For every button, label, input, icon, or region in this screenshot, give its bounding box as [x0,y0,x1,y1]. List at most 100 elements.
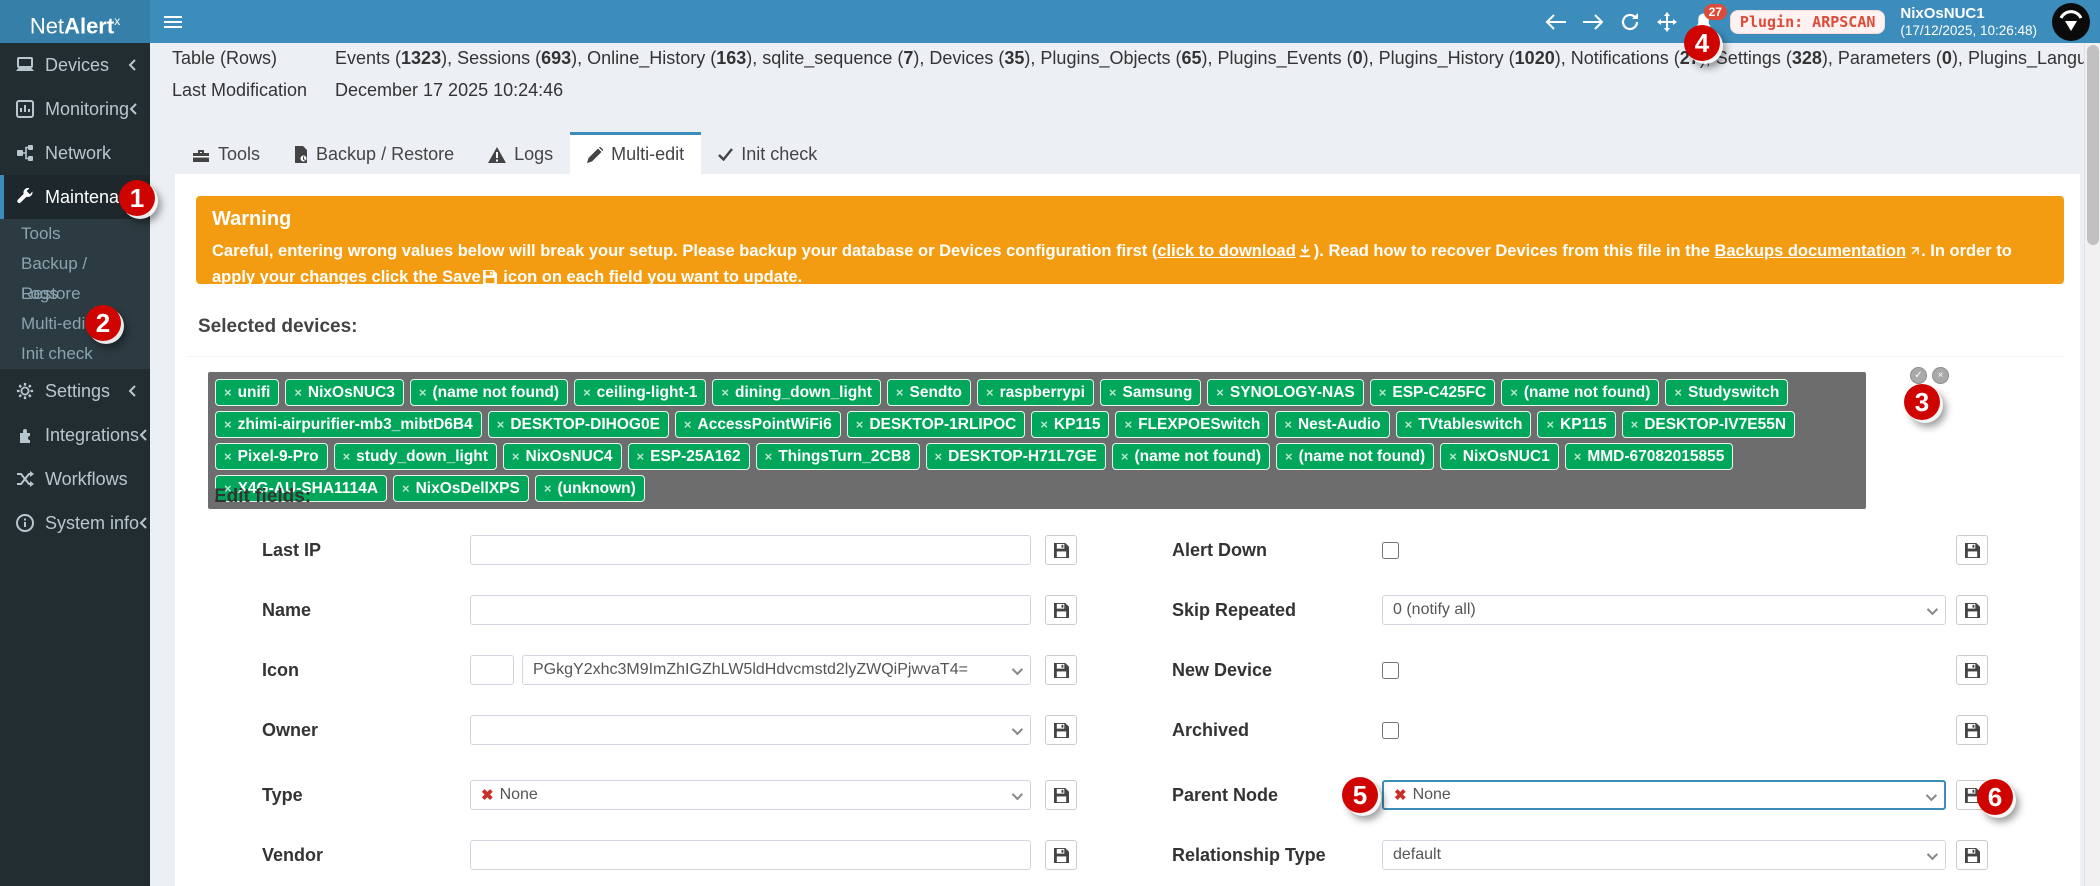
device-chip[interactable]: × KP115 [1031,411,1110,438]
remove-chip-icon[interactable]: × [583,385,591,400]
remove-chip-icon[interactable]: × [224,449,232,464]
device-chip[interactable]: × Samsung [1099,379,1202,406]
device-chip[interactable]: × ThingsTurn_2CB8 [755,443,920,470]
sidebar-item-backup-restore[interactable]: Backup / Restore [21,254,88,303]
remove-chip-icon[interactable]: × [636,449,645,464]
device-chip[interactable]: × NixOsNUC4 [502,443,622,470]
remove-chip-icon[interactable]: × [342,449,351,464]
move-resize-icon[interactable] [1656,11,1678,33]
device-chip[interactable]: × (name not found) [1276,443,1435,470]
device-chip[interactable]: × ESP-C425FC [1369,379,1496,406]
remove-chip-icon[interactable]: × [496,417,505,432]
vendor-input[interactable] [470,840,1031,870]
nav-back-icon[interactable] [1545,11,1567,33]
device-chip[interactable]: × Nest-Audio [1275,411,1390,438]
remove-chip-icon[interactable]: × [895,385,904,400]
plugin-status-badge[interactable]: Plugin: ARPSCAN [1729,9,1886,34]
download-backup-link[interactable]: click to download [1157,242,1296,260]
device-chip[interactable]: × DESKTOP-H71L7GE [925,443,1106,470]
skip-repeated-select[interactable]: 0 (notify all) [1382,595,1946,625]
confirm-selection-button[interactable]: ✓ [1910,367,1927,384]
remove-chip-icon[interactable]: × [402,481,410,496]
remove-chip-icon[interactable]: × [1124,417,1133,432]
device-chip[interactable]: × DESKTOP-IV7E55N [1621,411,1796,438]
save-last-ip-button[interactable] [1045,535,1077,565]
remove-chip-icon[interactable]: × [986,385,994,400]
tab-logs[interactable]: Logs [471,132,570,174]
sidebar-item-devices[interactable]: Devices [0,43,150,87]
device-chip[interactable]: × KP115 [1537,411,1616,438]
save-icon-button[interactable] [1045,655,1077,685]
device-chip[interactable]: × raspberrypi [977,379,1094,406]
sidebar-toggle-button[interactable] [150,0,196,43]
save-owner-button[interactable] [1045,715,1077,745]
sidebar-item-init-check[interactable]: Init check [21,344,93,363]
remove-chip-icon[interactable]: × [1378,385,1387,400]
sidebar-item-workflows[interactable]: Workflows [0,457,150,501]
sidebar-item-settings[interactable]: Settings [0,369,150,413]
device-chip[interactable]: × (name not found) [409,379,569,406]
remove-chip-icon[interactable]: × [1546,417,1555,432]
last-ip-input[interactable] [470,535,1031,565]
remove-chip-icon[interactable]: × [1510,385,1518,400]
remove-chip-icon[interactable]: × [1120,449,1129,464]
device-chip[interactable]: × Sendto [886,379,972,406]
remove-chip-icon[interactable]: × [511,449,520,464]
new-device-checkbox[interactable] [1382,661,1399,679]
sidebar-item-logs[interactable]: Logs [21,284,58,303]
remove-chip-icon[interactable]: × [721,385,729,400]
device-chip[interactable]: × TVtableswitch [1395,411,1532,438]
notifications-bell-icon[interactable]: 27 [1693,3,1727,33]
archived-checkbox[interactable] [1382,721,1399,739]
remove-chip-icon[interactable]: × [1449,449,1457,464]
device-chip[interactable]: × unifi [215,379,280,406]
icon-select[interactable]: PGkgY2xhc3M9ImZhIGZhLW5ldHdvcmstd2lyZWQi… [522,655,1031,685]
save-name-button[interactable] [1045,595,1077,625]
remove-chip-icon[interactable]: × [1216,385,1224,400]
tab-backup-restore[interactable]: Backup / Restore [277,132,471,174]
remove-chip-icon[interactable]: × [1573,449,1582,464]
device-chip[interactable]: × (name not found) [1111,443,1271,470]
remove-chip-icon[interactable]: × [224,417,232,432]
alert-down-checkbox[interactable] [1382,541,1399,559]
device-chip[interactable]: × FLEXPOESwitch [1115,411,1270,438]
device-chip[interactable]: × NixOsDellXPS [393,475,529,502]
remove-chip-icon[interactable]: × [764,449,773,464]
download-icon[interactable] [1298,242,1312,266]
app-logo[interactable]: NetAlertx [0,0,150,43]
type-select[interactable]: ✖ None [470,780,1031,810]
remove-chip-icon[interactable]: × [418,385,427,400]
remove-chip-icon[interactable]: × [1040,417,1048,432]
save-vendor-button[interactable] [1045,840,1077,870]
save-relationship-type-button[interactable] [1956,840,1988,870]
sidebar-item-monitoring[interactable]: Monitoring [0,87,150,131]
remove-chip-icon[interactable]: × [683,417,692,432]
remove-chip-icon[interactable]: × [224,385,232,400]
save-type-button[interactable] [1045,780,1077,810]
device-chip[interactable]: × ESP-25A162 [627,443,750,470]
remove-chip-icon[interactable]: × [934,449,943,464]
device-chip[interactable]: × NixOsNUC1 [1440,443,1559,470]
device-chip[interactable]: × zhimi-airpurifier-mb3_mibtD6B4 [215,411,482,438]
remove-chip-icon[interactable]: × [1285,449,1293,464]
save-skip-repeated-button[interactable] [1956,595,1988,625]
refresh-icon[interactable] [1619,11,1641,33]
remove-chip-icon[interactable]: × [855,417,864,432]
sidebar-item-tools[interactable]: Tools [21,224,61,243]
sidebar-item-network[interactable]: Network [0,131,150,175]
backups-documentation-link[interactable]: Backups documentation [1714,242,1907,260]
scrollbar-thumb[interactable] [2087,45,2099,245]
tab-tools[interactable]: Tools [175,132,277,174]
device-chip[interactable]: × SYNOLOGY-NAS [1207,379,1364,406]
device-chip[interactable]: × Studyswitch [1665,379,1789,406]
notification-count-badge[interactable]: 27 [1703,3,1727,20]
device-chip[interactable]: × AccessPointWiFi6 [674,411,841,438]
parent-node-select[interactable]: ✖ None [1382,780,1946,810]
sidebar-item-system-info[interactable]: System info [0,501,150,545]
remove-chip-icon[interactable]: × [1284,417,1292,432]
device-chip[interactable]: × X4G-AU-SHA1114A [215,475,388,502]
device-chip[interactable]: × NixOsNUC3 [285,379,404,406]
save-archived-button[interactable] [1956,715,1988,745]
name-input[interactable] [470,595,1031,625]
nav-forward-icon[interactable] [1582,11,1604,33]
